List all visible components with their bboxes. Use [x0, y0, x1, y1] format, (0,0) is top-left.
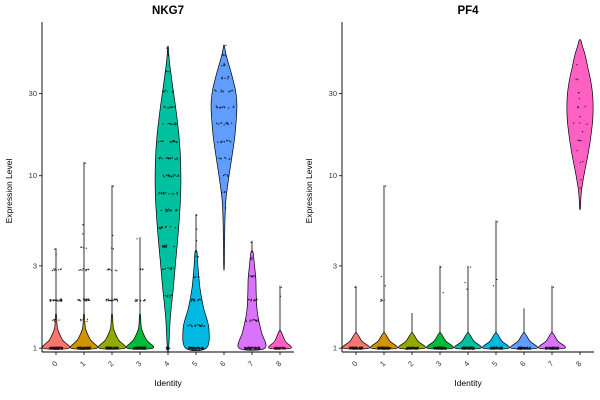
violin-NKG7-4 [154, 45, 182, 353]
x-tick-label: 5 [490, 359, 499, 368]
violin-NKG7-6 [210, 44, 238, 272]
x-tick-label: 6 [518, 359, 527, 368]
jitter-points-NKG7-5 [187, 214, 206, 350]
violin-NKG7-3 [126, 313, 154, 350]
y-tick-label: 1 [33, 344, 37, 353]
violin-PF4-6 [510, 331, 538, 350]
jitter-points-NKG7-8 [273, 286, 287, 350]
x-tick-label: 4 [462, 359, 471, 368]
x-tick-label: 3 [134, 359, 143, 368]
x-tick-label: 7 [246, 359, 255, 368]
y-axis-label: Expression Level [304, 159, 314, 224]
y-tick-label: 3 [333, 261, 337, 270]
jitter-points-NKG7-4 [157, 47, 180, 350]
jitter-points-NKG7-2 [104, 185, 119, 350]
panel-PF4: 1 3 10 30 0 1 2 3 4 5 6 7 8 PF4 Expression Level Identi… [300, 0, 600, 400]
x-axis-label: Identity [454, 378, 482, 388]
y-tick-label: 30 [329, 89, 337, 98]
x-tick-label: 0 [50, 359, 59, 368]
y-tick-label: 10 [329, 171, 337, 180]
jitter-points-PF4-1 [377, 185, 392, 350]
panel-title: PF4 [457, 5, 479, 17]
x-tick-label: 3 [434, 359, 443, 368]
jitter-points-PF4-4 [461, 266, 475, 350]
violin-NKG7-1 [70, 313, 98, 350]
y-tick-label: 10 [29, 171, 37, 180]
x-tick-label: 8 [574, 359, 583, 368]
violin-PF4-3 [426, 331, 454, 350]
jitter-points-NKG7-3 [132, 238, 147, 350]
y-tick-label: 3 [33, 261, 37, 270]
jitter-points-NKG7-0 [48, 248, 64, 350]
jitter-points-PF4-3 [432, 266, 448, 350]
x-tick-label: 2 [106, 359, 115, 368]
jitter-points-PF4-7 [544, 286, 560, 350]
x-tick-label: 2 [406, 359, 415, 368]
violin-PF4-5 [482, 331, 510, 350]
jitter-points-NKG7-1 [76, 162, 92, 350]
x-tick-label: 8 [274, 359, 283, 368]
violin-PF4-8 [566, 39, 594, 211]
x-axis-label: Identity [154, 378, 182, 388]
violin-NKG7-2 [98, 313, 126, 350]
panel-title: NKG7 [152, 5, 184, 17]
violin-PF4-4 [454, 331, 482, 350]
violin-PF4-7 [538, 331, 566, 350]
x-tick-label: 0 [350, 359, 359, 368]
x-tick-label: 4 [162, 359, 171, 368]
jitter-points-PF4-5 [489, 221, 504, 350]
violin-PF4-1 [370, 331, 398, 350]
x-tick-label: 1 [378, 359, 387, 368]
y-axis-label: Expression Level [4, 159, 14, 224]
violin-NKG7-8 [268, 329, 292, 350]
jitter-points-PF4-0 [348, 286, 364, 350]
y-tick-label: 30 [29, 89, 37, 98]
jitter-points-PF4-2 [405, 346, 420, 350]
y-tick-label: 1 [333, 344, 337, 353]
x-tick-label: 1 [78, 359, 87, 368]
jitter-points-PF4-6 [516, 346, 531, 350]
jitter-points-PF4-8 [572, 64, 588, 189]
violin-PF4-0 [342, 331, 370, 350]
x-tick-label: 6 [218, 359, 227, 368]
violin-PF4-2 [398, 331, 426, 350]
jitter-points-NKG7-6 [214, 44, 235, 209]
panel-NKG7: 1 3 10 30 0 1 2 3 4 5 6 7 8 NKG7 Expression Level Ident… [4, 5, 294, 388]
x-tick-label: 7 [546, 359, 555, 368]
violin-NKG7-0 [42, 313, 70, 350]
x-tick-label: 5 [190, 359, 199, 368]
panel-background [300, 0, 600, 400]
jitter-points-NKG7-7 [243, 241, 261, 350]
violin-NKG7-7 [237, 250, 267, 351]
